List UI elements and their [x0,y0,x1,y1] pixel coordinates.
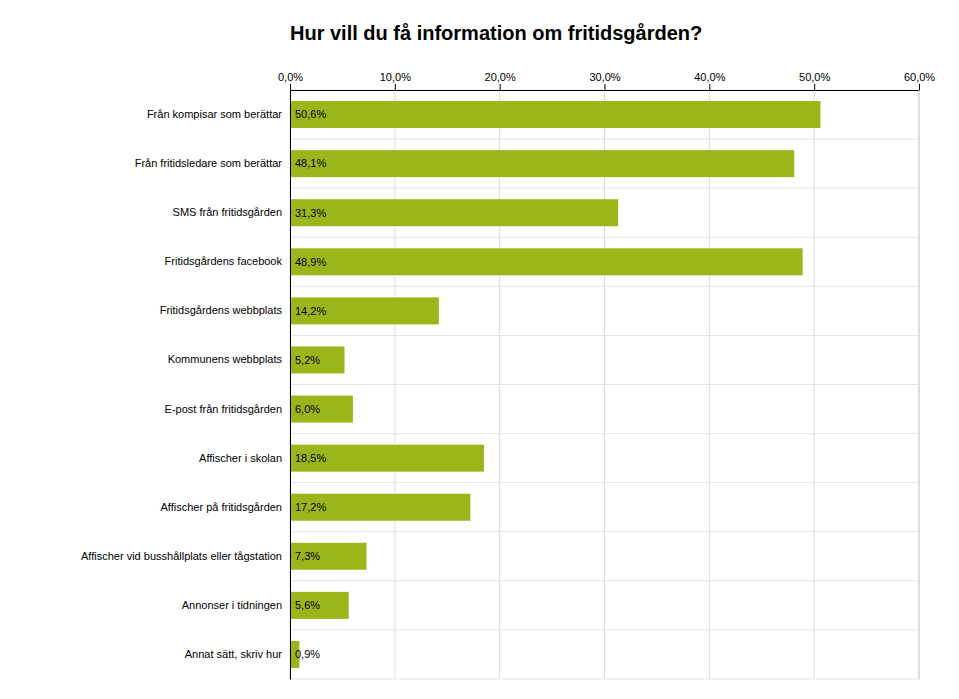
x-tick: 0,0% [278,71,303,90]
plot: 50,6% 48,1% 31,3% 48,9% 14,2% 5,2% 6,0% 18,5% 17… [81,71,935,680]
y-tick: Fritidsgårdens webbplats [160,304,290,316]
grid-line [919,90,920,679]
x-tick-mark [500,84,501,90]
y-tick-label: Fritidsgårdens facebook [165,255,283,267]
y-tick: Från kompisar som berättar [147,108,290,120]
title: Hur vill du få information om fritidsgår… [290,22,702,44]
x-tick-mark [290,84,291,90]
data-label: 7,3% [295,550,320,562]
x-tick-label: 30,0% [589,71,620,83]
bar [290,199,618,226]
bar [290,445,484,472]
x-tick-mark [395,84,396,90]
x-tick-label: 50,0% [799,71,830,83]
x-tick: 60,0% [904,71,935,90]
data-label: 50,6% [295,108,326,120]
y-tick-label: Kommunens webbplats [168,353,283,365]
x-tick: 30,0% [589,71,620,90]
y-tick-label: Annat sätt, skriv hur [185,648,283,660]
y-tick: Affischer i skolan [199,452,290,464]
y-tick-label: Annonser i tidningen [182,599,282,611]
bar [290,543,367,570]
data-label: 48,1% [295,157,326,169]
separator [290,188,919,189]
x-tick-label: 40,0% [694,71,725,83]
y-tick: Affischer vid busshållplats eller tågsta… [81,550,290,562]
separator [290,433,919,434]
y-tick-label: Affischer vid busshållplats eller tågsta… [81,550,282,562]
chart: 50,6% 48,1% 31,3% 48,9% 14,2% 5,2% 6,0% 18,5% 17… [0,0,959,699]
data-label: 5,6% [295,599,320,611]
x-axis-line [291,84,920,91]
y-tick-label: Fritidsgårdens webbplats [160,304,283,316]
data-label: 48,9% [295,256,326,268]
y-tick: Kommunens webbplats [168,353,290,365]
separator [290,335,919,336]
y-tick: SMS från fritidsgården [173,206,290,218]
x-tick-label: 60,0% [904,71,935,83]
y-tick-label: Affischer i skolan [199,452,282,464]
grid [290,90,919,679]
y-tick-label: E-post från fritidsgården [165,403,282,415]
y-tick-label: Från kompisar som berättar [147,108,282,120]
separator [290,384,919,385]
y-tick: Annonser i tidningen [182,599,290,611]
data-label: 18,5% [295,452,326,464]
separator [290,139,919,140]
separator [290,286,919,287]
bar [290,346,345,373]
grid-line [290,90,291,679]
bar [290,494,470,521]
y-tick: Fritidsgårdens facebook [165,255,290,267]
x-tick: 10,0% [380,71,411,90]
data-label: 5,2% [295,354,320,366]
x-tick-mark [814,84,815,90]
x-axis: 0,0% 10,0% 20,0% 30,0% 40,0% 50,0% 60,0% [278,71,935,91]
separator [290,580,919,581]
x-tick: 20,0% [485,71,516,90]
x-tick-label: 20,0% [485,71,516,83]
bar [290,297,439,324]
separator [290,237,919,238]
bar [290,150,794,177]
separator [290,629,919,630]
frame-right [919,90,920,679]
y-tick-label: Affischer på fritidsgården [161,501,282,513]
x-tick: 40,0% [694,71,725,90]
bars [290,101,820,668]
separator [290,679,919,680]
bar [290,101,820,128]
y-axis-line [290,91,291,680]
separator [290,531,919,532]
y-tick-label: SMS från fritidsgården [173,206,282,218]
data-labels: 50,6% 48,1% 31,3% 48,9% 14,2% 5,2% 6,0% 18,5% 17… [295,108,326,660]
x-tick-mark [605,84,606,90]
y-tick: E-post från fritidsgården [165,403,290,415]
x-tick-label: 0,0% [278,71,303,83]
y-tick: Affischer på fritidsgården [161,501,290,513]
bar [290,248,803,275]
data-label: 6,0% [295,403,320,415]
y-tick-label: Från fritidsledare som berättar [135,157,283,169]
x-tick-label: 10,0% [380,71,411,83]
data-label: 31,3% [295,207,326,219]
x-tick-mark [709,84,710,90]
bar [290,592,349,619]
y-tick: Annat sätt, skriv hur [185,648,290,660]
x-tick-mark [919,84,920,90]
y-axis: Från kompisar som berättar Från fritidsle… [81,91,290,680]
data-label: 17,2% [295,501,326,513]
x-tick: 50,0% [799,71,830,90]
bar [290,396,353,423]
data-label: 0,9% [295,648,320,660]
separator [290,482,919,483]
separators [290,90,919,679]
data-label: 14,2% [295,305,326,317]
y-tick: Från fritidsledare som berättar [135,157,290,169]
